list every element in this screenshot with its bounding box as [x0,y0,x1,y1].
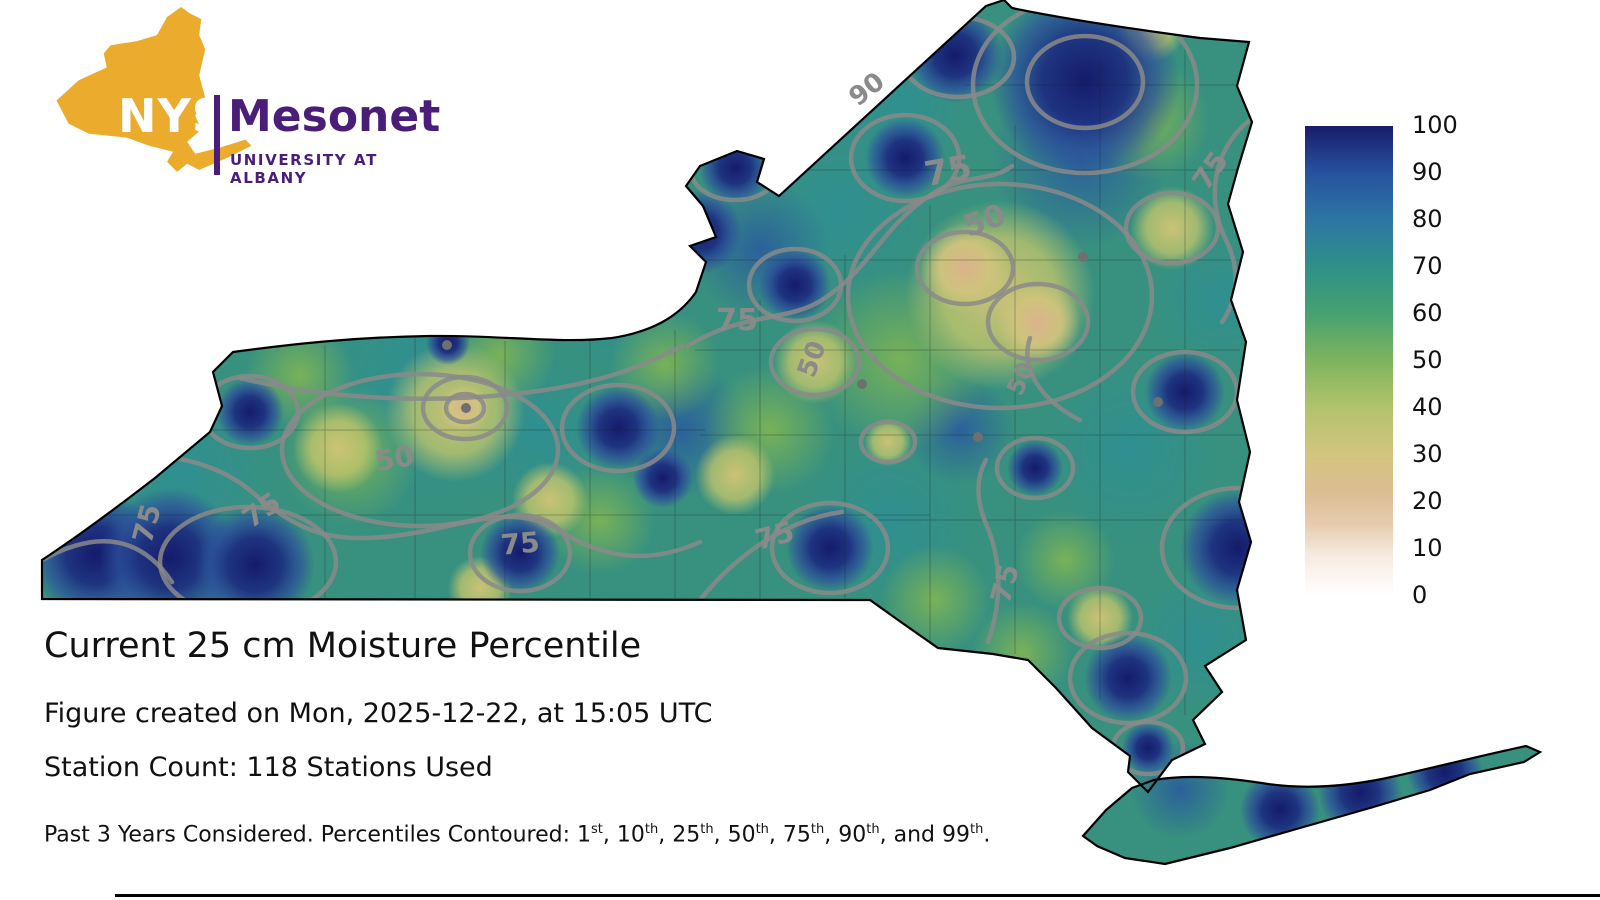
ordinal-suffix: th [969,822,984,837]
ordinal-suffix: th [644,822,659,837]
ordinal-suffix: th [866,822,880,837]
page-title: Current 25 cm Moisture Percentile [44,626,642,666]
colorbar-tick-label: 30 [1412,439,1443,468]
colorbar-tick-label: 10 [1412,533,1443,562]
created-timestamp: Figure created on Mon, 2025-12-22, at 15… [44,698,713,729]
ordinal-suffix: th [700,822,714,837]
logo-acronym: NYS [118,89,226,143]
nys-mesonet-logo: NYS Mesonet UNIVERSITY AT ALBANY [40,5,460,205]
footnote: Past 3 Years Considered. Percentiles Con… [44,822,991,848]
colorbar-tick-label: 0 [1412,580,1428,609]
contour-label: 75 [499,525,541,561]
colorbar-ticks: 100 90 80 70 60 50 40 30 20 10 0 [1412,112,1458,608]
colorbar-tick-label: 60 [1412,298,1443,327]
contour-label: 75 [716,303,758,338]
logo-name: Mesonet [228,91,441,142]
logo-subtitle: UNIVERSITY AT ALBANY [230,151,378,187]
bottom-axis-line [115,894,1600,897]
colorbar-tick-label: 20 [1412,486,1443,515]
contour-label: 50 [372,439,416,478]
long-island-outline [1081,744,1543,866]
contour-label: 75 [921,147,975,195]
logo-ny-state-shape [56,7,252,172]
ordinal-suffix: st [591,822,603,837]
ordinal-suffix: th [810,822,825,837]
colorbar-gradient [1305,126,1393,596]
colorbar-tick-label: 50 [1412,345,1443,374]
station-count: Station Count: 118 Stations Used [44,752,493,783]
ordinal-suffix: th [755,822,769,837]
colorbar-tick-label: 40 [1412,392,1443,421]
station-dots [442,252,1163,442]
colorbar-tick-label: 100 [1412,111,1458,139]
colorbar-tick-label: 90 [1412,157,1443,186]
colorbar-tick-label: 80 [1412,204,1443,233]
colorbar-tick-label: 70 [1412,251,1443,280]
logo-divider [214,95,220,175]
ny-state-outline [40,0,1254,794]
